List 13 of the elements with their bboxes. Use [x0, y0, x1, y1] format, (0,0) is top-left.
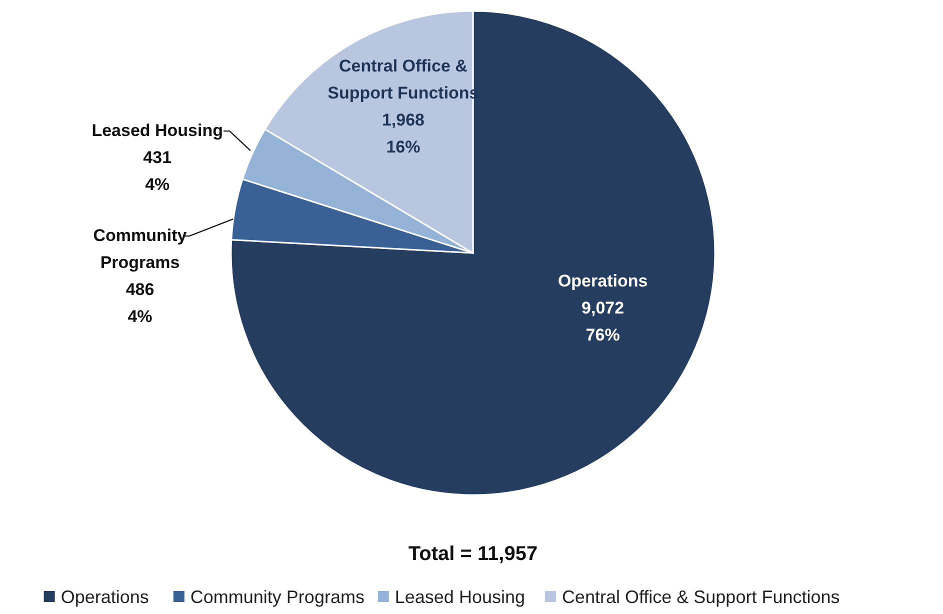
legend-label: Central Office & Support Functions — [562, 587, 840, 607]
text: Total = 11,957 — [408, 543, 538, 565]
data-label: 1,968 16% — [382, 110, 424, 156]
legend-label: Leased Housing — [394, 587, 526, 607]
data-label: 9,072 76% — [582, 298, 624, 344]
legend-label: Operations — [60, 587, 149, 607]
slice-label: Operations — [558, 271, 648, 290]
slice-label: Community Programs — [93, 226, 188, 272]
pie-slice — [230, 10, 716, 496]
data-label: 431 4% — [143, 148, 172, 194]
data-label: 486 4% — [126, 280, 154, 326]
slice-label: Leased Housing — [92, 121, 224, 140]
legend-label: Community Programs — [190, 587, 364, 607]
